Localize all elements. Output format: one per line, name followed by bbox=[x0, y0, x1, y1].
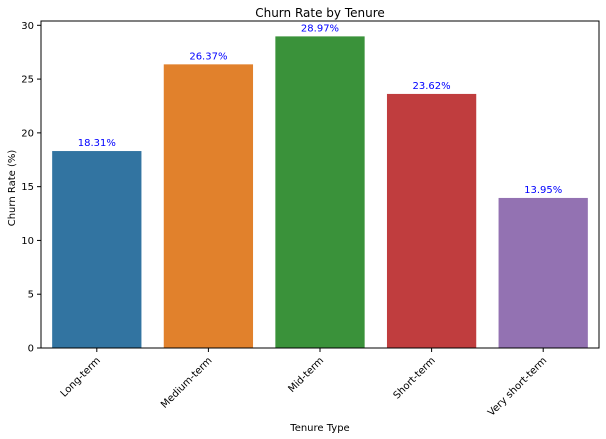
bar-2 bbox=[163, 64, 254, 349]
bar-3 bbox=[275, 36, 365, 349]
y-tick-label-6: 25 bbox=[21, 75, 34, 86]
bar-5 bbox=[498, 197, 588, 348]
y-tick-label-5: 20 bbox=[21, 128, 34, 139]
y-tick-label-4: 15 bbox=[21, 182, 34, 193]
bar-value-label-1: 18.31% bbox=[78, 138, 116, 149]
bar-value-label-2: 26.37% bbox=[189, 51, 227, 62]
x-tick-label-2: Medium-term bbox=[159, 355, 214, 410]
chart-title: Churn Rate by Tenure bbox=[255, 6, 385, 20]
bar-4 bbox=[386, 93, 477, 349]
plot-frame bbox=[40, 20, 600, 349]
x-tick-label-5: Very short-term bbox=[486, 355, 549, 418]
bar-value-label-4: 23.62% bbox=[413, 81, 451, 92]
x-tick-label-1: Long-term bbox=[59, 355, 103, 399]
y-tick-label-7: 30 bbox=[21, 21, 34, 32]
y-tick-label-3: 10 bbox=[21, 236, 34, 247]
bar-1 bbox=[52, 151, 142, 348]
bar-value-label-5: 13.95% bbox=[524, 185, 562, 196]
bar-value-label-3: 28.97% bbox=[301, 23, 339, 34]
x-tick-label-3: Mid-term bbox=[286, 355, 326, 395]
x-axis-label: Tenure Type bbox=[289, 423, 349, 434]
y-tick-label-2: 5 bbox=[28, 290, 34, 301]
y-tick-label-1: 0 bbox=[28, 344, 34, 355]
plot-area: 18.31% Long-term 26.37% Medium-term 28.97% Mi… bbox=[21, 20, 600, 419]
y-axis-label: Churn Rate (%) bbox=[7, 150, 18, 227]
x-tick-label-4: Short-term bbox=[392, 355, 438, 401]
